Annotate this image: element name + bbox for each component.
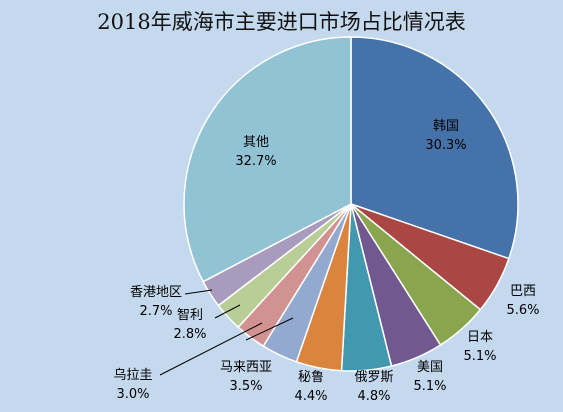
chart-title: 2018年威海市主要进口市场占比情况表: [97, 10, 466, 34]
slice-name-label-0: 韩国: [433, 119, 459, 134]
slice-name-label-3: 美国: [417, 360, 443, 375]
slice-value-label-3: 5.1%: [413, 379, 446, 394]
leader-line-6: [245, 317, 294, 341]
slice-name-label-7: 乌拉圭: [113, 367, 152, 383]
leader-line-9: [184, 289, 213, 295]
slice-value-label-8: 2.8%: [173, 327, 206, 342]
slice-value-label-0: 30.3%: [425, 138, 466, 153]
slice-name-label-4: 俄罗斯: [354, 370, 393, 385]
slice-name-label-5: 秘鲁: [298, 370, 324, 385]
slice-value-label-6: 3.5%: [229, 379, 262, 394]
slice-value-label-1: 5.6%: [506, 303, 539, 318]
slice-name-label-8: 智利: [177, 308, 203, 323]
leader-line-7: [159, 322, 263, 376]
slice-value-label-2: 5.1%: [463, 349, 496, 364]
slice-value-label-9: 2.7%: [139, 304, 172, 319]
slice-value-label-4: 4.8%: [357, 389, 390, 404]
slice-name-label-6: 马来西亚: [220, 360, 272, 375]
pie-slice-10: [183, 36, 352, 283]
slice-value-label-7: 3.0%: [116, 387, 149, 402]
leader-line-8: [214, 304, 241, 319]
slice-value-label-10: 32.7%: [235, 154, 276, 169]
slice-value-label-5: 4.4%: [294, 389, 327, 404]
pie-slice-0: [350, 36, 519, 260]
slice-name-label-10: 其他: [243, 135, 269, 150]
slice-name-label-2: 日本: [467, 330, 493, 345]
slice-name-label-9: 香港地区: [130, 285, 182, 300]
slice-name-label-1: 巴西: [510, 284, 536, 299]
